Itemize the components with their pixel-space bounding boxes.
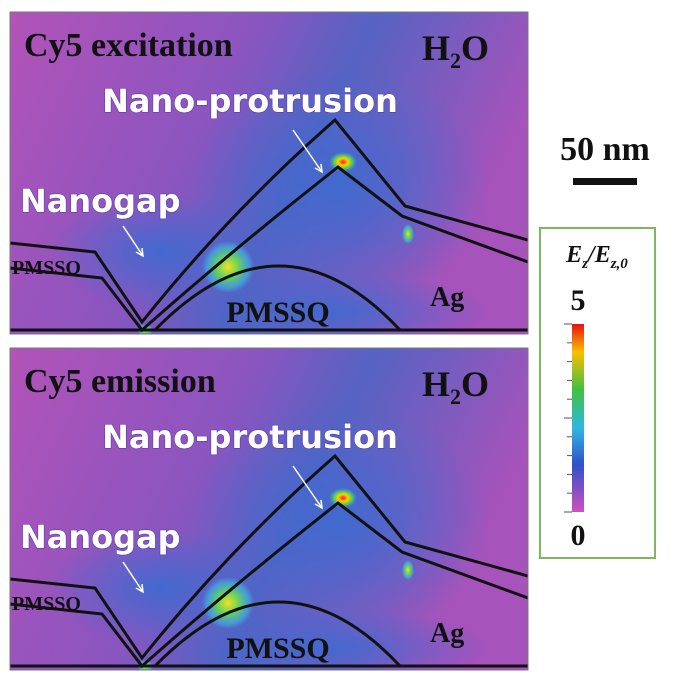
- region-label: Ag: [430, 282, 464, 313]
- colorbar-min: 0: [571, 519, 586, 552]
- hotspot: [402, 224, 414, 244]
- annotation: Nano-protrusion: [102, 418, 398, 456]
- medium-part: H: [422, 364, 450, 404]
- figure: Cy5 excitationH2ONano-protrusionNanogapP…: [0, 0, 675, 677]
- scale-bar: [573, 178, 637, 185]
- region-label: PMSSQ: [12, 593, 81, 615]
- region-label: PMSSQ: [12, 257, 81, 279]
- field-map-panel: Cy5 excitation H2O Nano-protrusion Nanogap P…: [10, 12, 528, 352]
- region-label: Ag: [430, 618, 464, 649]
- annotation: Nanogap: [20, 182, 181, 220]
- panel-title: Cy5 excitation: [24, 27, 233, 64]
- medium-part: H: [422, 28, 450, 68]
- medium-part: O: [461, 364, 489, 404]
- colorbar-box: [540, 228, 655, 558]
- medium-part: 2: [450, 48, 461, 73]
- scale-bar-label: 50 nm: [560, 131, 650, 168]
- colorbar-max: 5: [571, 284, 586, 317]
- panel-title: Cy5 emission: [24, 363, 216, 400]
- region-label: PMSSQ: [226, 632, 329, 665]
- field-map-panel: Cy5 emission H2O Nano-protrusion Nanogap PMS…: [10, 348, 528, 677]
- annotation: Nanogap: [20, 518, 181, 556]
- medium-part: 2: [450, 384, 461, 409]
- annotation: Nano-protrusion: [102, 82, 398, 120]
- region-label: PMSSQ: [226, 296, 329, 329]
- medium-part: O: [461, 28, 489, 68]
- hotspot: [402, 560, 414, 580]
- colorbar: [572, 324, 584, 512]
